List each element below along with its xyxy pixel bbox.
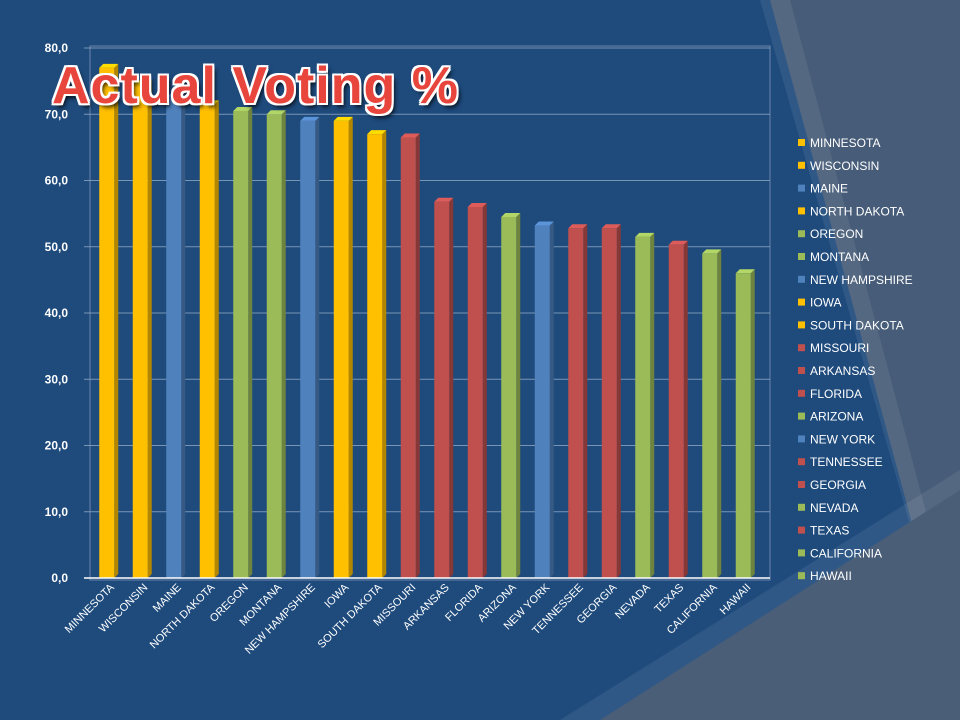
bar <box>668 240 688 578</box>
legend-swatch <box>798 184 805 192</box>
bar <box>400 133 420 578</box>
legend-swatch <box>798 298 805 306</box>
legend-swatch <box>798 161 805 169</box>
y-tick-label: 70,0 <box>45 107 69 121</box>
legend-entry: TENNESSEE <box>810 455 883 469</box>
legend-swatch <box>798 275 805 283</box>
legend-entry: GEORGIA <box>810 478 866 492</box>
legend-swatch <box>798 207 805 215</box>
legend-entry: SOUTH DAKOTA <box>810 318 904 332</box>
y-tick-label: 50,0 <box>45 240 69 254</box>
bar <box>367 130 387 578</box>
bar <box>434 197 454 578</box>
legend-entry: NEW HAMPSHIRE <box>810 273 913 287</box>
legend-swatch <box>798 344 805 352</box>
legend-entry: NEW YORK <box>810 432 875 446</box>
legend-entry: MONTANA <box>810 250 869 264</box>
bar <box>199 100 219 578</box>
legend-swatch <box>798 367 805 374</box>
bar <box>266 110 286 578</box>
bar <box>501 212 521 578</box>
bar <box>233 106 253 578</box>
bar <box>333 116 353 578</box>
legend-swatch <box>798 435 805 443</box>
x-tick-label: MAINE <box>151 582 184 615</box>
legend-entry: MISSOURI <box>810 341 869 355</box>
y-tick-label: 80,0 <box>45 41 69 55</box>
legend-entry: ARKANSAS <box>810 364 875 378</box>
legend-entry: IOWA <box>810 296 842 310</box>
legend-entry: MAINE <box>810 182 848 196</box>
bar <box>635 232 655 578</box>
legend-swatch <box>798 572 805 580</box>
legend-entry: TEXAS <box>810 524 849 538</box>
legend-entry: FLORIDA <box>810 387 862 401</box>
legend-swatch <box>798 389 805 397</box>
bar <box>735 269 755 578</box>
bar <box>467 203 487 578</box>
y-axis-tick-labels: 0,0 10,0 20,0 30,0 40,0 50,0 60,0 70,0 80,0 <box>45 41 69 585</box>
y-tick-label: 10,0 <box>45 505 69 519</box>
legend-swatch <box>798 321 805 329</box>
legend-entry: MINNESOTA <box>810 136 880 150</box>
y-tick-label: 60,0 <box>45 174 69 188</box>
bar <box>568 224 588 578</box>
y-tick-label: 30,0 <box>45 372 69 386</box>
legend-swatch <box>798 253 805 260</box>
legend-entry: OREGON <box>810 227 863 241</box>
legend-entry: ARIZONA <box>810 410 863 424</box>
bar <box>166 93 186 578</box>
bar <box>601 224 621 578</box>
legend-swatch <box>798 526 805 534</box>
legend-swatch <box>798 481 805 488</box>
bar <box>702 249 722 578</box>
legend-swatch <box>798 549 805 557</box>
legend-swatch <box>798 139 805 146</box>
legend-entry: CALIFORNIA <box>810 546 882 560</box>
slide-title: Actual Voting % <box>52 57 459 115</box>
legend-swatch <box>798 503 805 511</box>
legend-entry: WISCONSIN <box>810 159 879 173</box>
y-tick-label: 20,0 <box>45 439 69 453</box>
legend-swatch <box>798 458 805 466</box>
legend-swatch <box>798 230 805 238</box>
legend-entry: NORTH DAKOTA <box>810 204 904 218</box>
bars <box>99 63 755 579</box>
gridlines <box>84 47 770 579</box>
x-tick-label: IOWA <box>322 581 351 610</box>
bar <box>99 63 119 578</box>
y-tick-label: 40,0 <box>45 306 69 320</box>
bar <box>300 116 320 578</box>
y-tick-label: 0,0 <box>51 571 68 585</box>
legend-entry: NEVADA <box>810 501 858 515</box>
bar <box>534 221 554 579</box>
legend-swatch <box>798 412 805 420</box>
legend-entry: HAWAII <box>810 569 852 583</box>
x-tick-label: NEVADA <box>613 581 653 621</box>
legend: MINNESOTA WISCONSIN MAINE NORTH DAKOTA OREGO… <box>798 136 913 583</box>
bar <box>132 80 152 578</box>
